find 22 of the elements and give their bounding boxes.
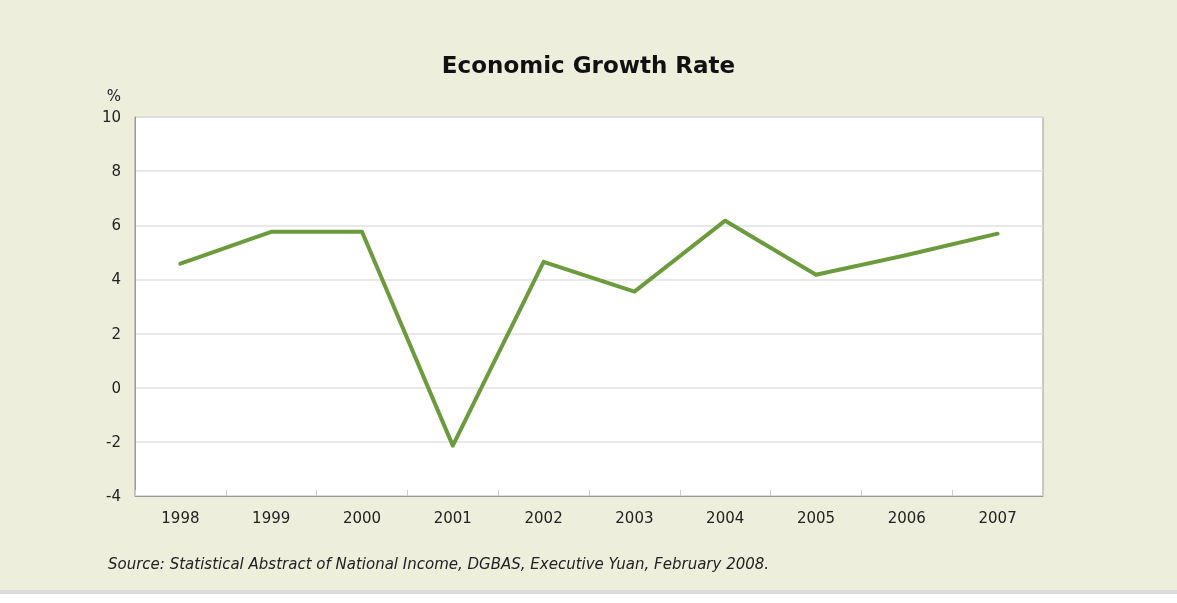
x-tick-label: 1999 (252, 508, 291, 527)
y-tick-label: 6 (111, 216, 121, 235)
y-tick-label: 10 (101, 108, 121, 126)
y-tick-label: 8 (111, 162, 121, 181)
y-tick-label: 2 (111, 324, 121, 343)
x-tick-label: 2006 (887, 508, 926, 527)
x-tick-label: 2004 (706, 508, 745, 527)
y-tick-label: -4 (106, 487, 121, 505)
x-tick-label: 2002 (524, 508, 563, 527)
x-tick-label: 2007 (978, 508, 1017, 527)
x-tick-label: 2000 (342, 508, 382, 527)
x-tick-label: 2001 (433, 508, 472, 527)
y-tick-label: 4 (111, 270, 121, 289)
x-tick-label: 1998 (161, 508, 200, 527)
source-note: Source: Statistical Abstract of National Income, DGBAS, Executive Yuan, February 2008. (108, 554, 770, 573)
x-tick-label: 2003 (615, 508, 654, 527)
chart-title: Economic Growth Rate (441, 51, 736, 78)
y-tick-label: 0 (111, 378, 121, 397)
y-axis-title: % (106, 86, 121, 105)
x-tick-label: 2005 (796, 508, 836, 527)
line-series (178, 218, 1000, 448)
y-tick-label: -2 (106, 432, 121, 451)
